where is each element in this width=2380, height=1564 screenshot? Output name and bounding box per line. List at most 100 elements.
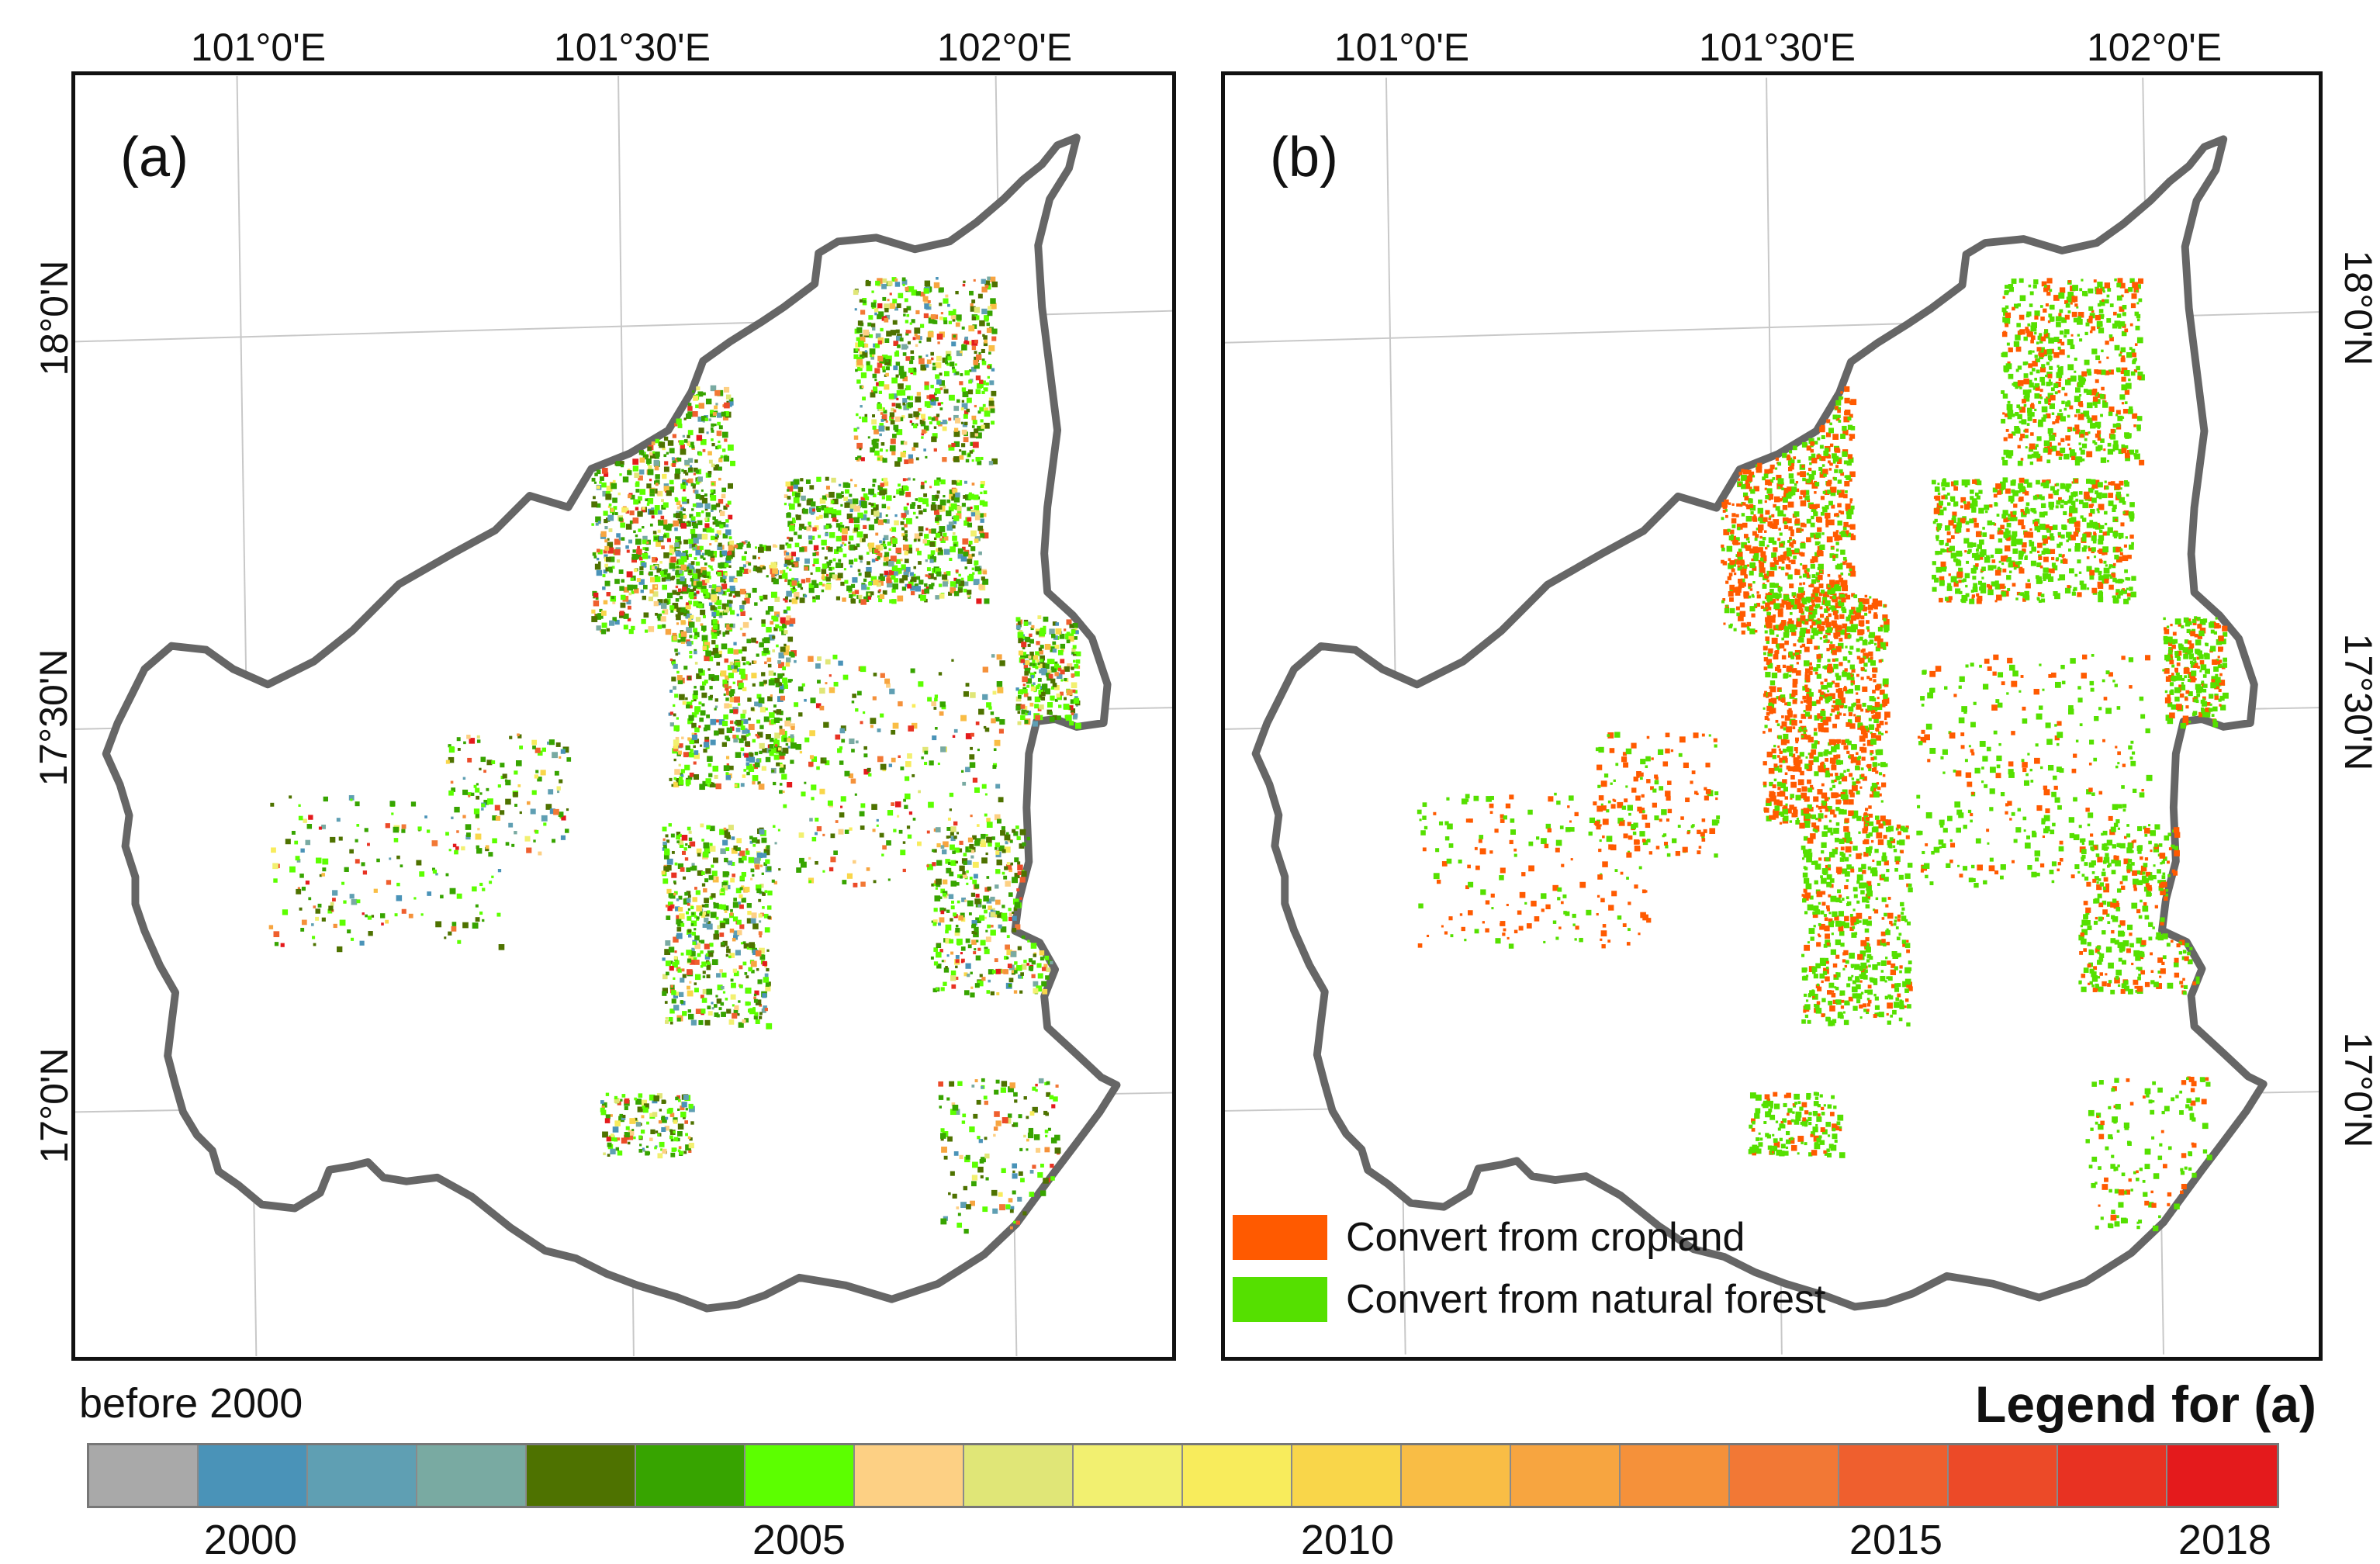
pixel [747,1002,751,1005]
pixel [757,556,760,559]
pixel [705,650,712,657]
pixel [669,548,675,554]
pixel [701,489,704,492]
pixel [984,813,988,817]
pixel [988,344,995,351]
pixel [707,963,711,968]
pixel [780,683,785,690]
pixel [974,315,980,320]
pixel [514,831,517,835]
pixel [351,898,358,905]
pixel [296,859,301,863]
pixel [728,686,732,689]
pixel [341,881,345,885]
pixel [878,381,884,387]
pixel [943,532,947,537]
pixel [668,893,673,898]
pixel [933,707,937,710]
pixel [1005,1204,1011,1209]
pixel [721,942,725,946]
pixel [673,566,677,569]
pixel [687,894,691,898]
pixel [901,564,906,569]
pixel [711,633,718,639]
pixel [850,778,856,784]
pixel [986,327,992,334]
pixel [1027,643,1031,647]
pixel [996,654,1002,660]
pixel [657,599,663,605]
pixel [953,414,959,420]
pixel [820,757,827,764]
pixel [673,739,680,746]
pixel [716,1014,720,1018]
pixel [686,911,690,915]
pixel [882,845,887,850]
pixel [889,445,896,452]
pixel [637,545,640,549]
pixel [767,663,772,668]
pixel [706,965,711,971]
pixel [842,553,847,558]
pixel [344,867,349,872]
pixel [662,473,667,479]
pixel [787,486,794,492]
pixel [303,818,307,823]
pixel [1034,664,1037,668]
pixel [931,436,937,442]
pixel [849,559,854,565]
pixel [869,334,873,338]
pixel [1747,628,1751,631]
pixel [791,577,795,581]
pixel [511,843,515,847]
pixel [990,408,995,413]
pixel [624,1134,629,1140]
pixel [728,593,732,597]
pixel [1035,1088,1038,1092]
pixel [948,521,954,528]
pixel [1014,961,1018,965]
pixel [853,558,858,562]
pixel [1054,644,1060,649]
pixel [926,830,930,834]
pixel [665,1016,669,1020]
pixel [749,756,756,763]
pixel [766,575,769,578]
pixel [990,909,994,913]
pixel [885,420,888,423]
pixel [714,1012,719,1017]
pixel [1076,651,1081,657]
pixel [988,905,992,910]
pixel [1809,625,1814,629]
pixel [1794,483,1797,486]
pixel [767,606,774,612]
pixel [720,562,727,569]
pixel [714,602,718,605]
pixel [766,967,770,972]
pixel [299,874,304,878]
pixel [691,732,695,736]
pixel [961,344,967,351]
pixel [849,508,853,513]
pixel [804,558,810,564]
pixel [1787,557,1790,561]
pixel [933,416,939,421]
pixel [995,884,999,889]
pixel [675,513,681,519]
pixel [935,517,939,522]
pixel [687,902,690,906]
pixel [745,661,750,665]
pixel [910,355,915,360]
pixel [663,866,669,872]
pixel [891,565,898,572]
pixel [1850,533,1854,537]
pixel [1023,705,1028,711]
pixel [685,1133,689,1137]
pixel [657,1153,663,1159]
pixel [903,798,907,802]
pixel [936,413,940,417]
pixel [482,919,485,922]
pixel [647,469,654,476]
pixel [967,900,974,907]
pixel [711,423,714,427]
